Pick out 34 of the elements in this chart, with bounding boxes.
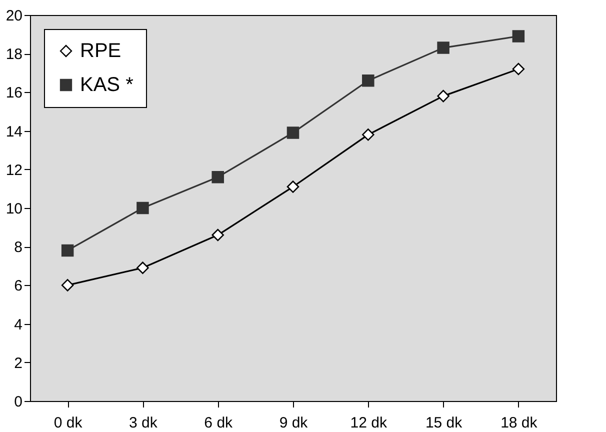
- y-tick-label: 18: [6, 46, 22, 64]
- point: [61, 279, 74, 292]
- x-tick-label: 6 dk: [204, 414, 234, 432]
- y-tick-label: 16: [6, 84, 22, 102]
- x-tick-label: 18 dk: [500, 414, 538, 432]
- x-tick-label: 0 dk: [54, 414, 83, 432]
- y-tick-label: 14: [6, 123, 22, 140]
- point: [212, 228, 224, 242]
- point: [512, 62, 525, 76]
- point: [212, 170, 224, 184]
- y-tick-label: 6: [14, 278, 22, 295]
- y-tick-label: 4: [14, 316, 22, 334]
- point: [286, 126, 300, 139]
- x-tick-label: 9 dk: [279, 414, 308, 432]
- point: [512, 30, 525, 42]
- point: [437, 90, 450, 102]
- y-tick-label: 20: [6, 8, 22, 24]
- x-tick-label: 15 dk: [425, 414, 463, 432]
- x-tick-label: 12 dk: [350, 414, 388, 432]
- legend-label: RPE: [80, 40, 122, 62]
- legend-label: KAS *: [80, 74, 134, 96]
- y-tick-label: 2: [14, 354, 22, 372]
- y-tick-label: 12: [6, 162, 22, 179]
- point: [362, 128, 374, 141]
- point: [136, 262, 149, 274]
- point: [136, 202, 149, 214]
- point: [437, 42, 450, 54]
- y-tick-label: 0: [14, 394, 22, 410]
- y-tick-label: 10: [6, 200, 22, 218]
- point: [286, 180, 300, 193]
- point: [362, 74, 374, 87]
- x-tick-label: 3 dk: [129, 414, 158, 432]
- y-tick-label: 8: [14, 239, 22, 256]
- point: [61, 244, 74, 257]
